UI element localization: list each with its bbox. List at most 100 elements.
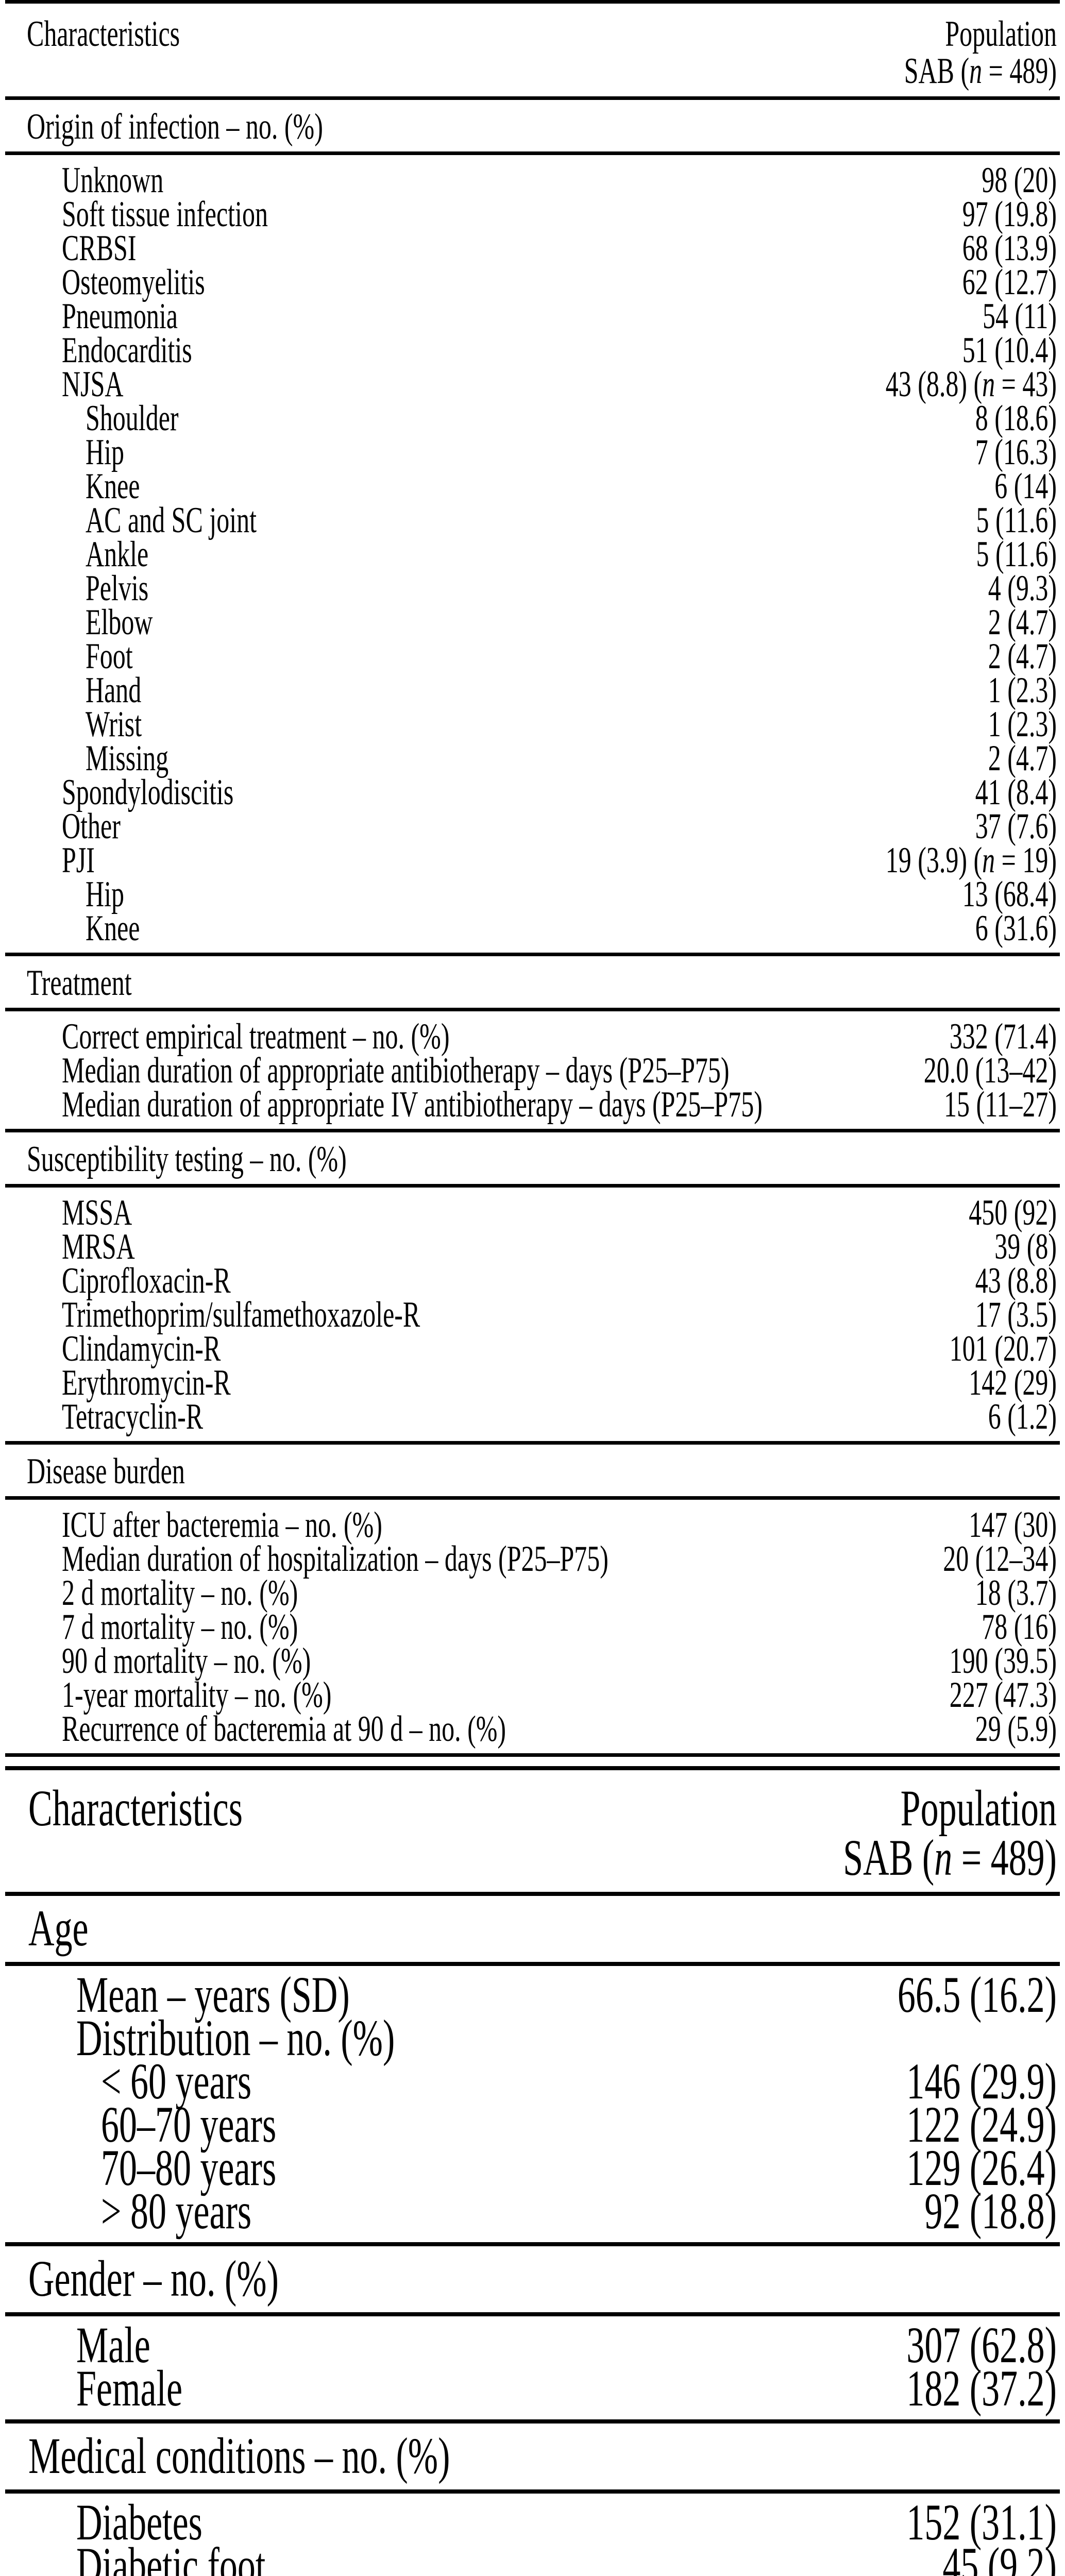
row-label: MRSA <box>62 1226 135 1267</box>
row-value: 7 (16.3) <box>975 431 1057 472</box>
section-title: Origin of infection – no. (%) <box>0 100 1065 151</box>
row-label: Ciprofloxacin-R <box>62 1260 231 1301</box>
row-value: 2 (4.7) <box>988 601 1057 642</box>
row-label: Wrist <box>86 703 142 744</box>
row-value: 6 (31.6) <box>975 907 1057 948</box>
row-label: Missing <box>86 737 169 778</box>
row-label: Median duration of appropriate antibioth… <box>62 1049 730 1091</box>
row-label: Diabetes <box>76 2495 202 2551</box>
table-row: Tetracyclin-R 6 (1.2) <box>0 1396 1065 1437</box>
table-row: Diabetes 152 (31.1) <box>0 2495 1065 2551</box>
table-row: Erythromycin-R 142 (29) <box>0 1362 1065 1403</box>
row-label: Median duration of hospitalization – day… <box>62 1538 608 1579</box>
row-label: Ankle <box>86 533 149 574</box>
section-title: Susceptibility testing – no. (%) <box>0 1132 1065 1184</box>
row-value: 2 (4.7) <box>988 635 1057 676</box>
row-value: 17 (3.5) <box>975 1294 1057 1335</box>
rule-divider <box>5 2242 1060 2246</box>
rule-divider <box>5 1441 1060 1445</box>
row-value: 332 (71.4) <box>949 1015 1057 1057</box>
section-title-text: Disease burden <box>27 1450 185 1492</box>
row-label: > 80 years <box>101 2183 252 2240</box>
table-row: Pelvis 4 (9.3) <box>0 567 1065 608</box>
row-value: 37 (7.6) <box>975 805 1057 846</box>
row-label: Tetracyclin-R <box>62 1396 204 1437</box>
table-row: Elbow 2 (4.7) <box>0 601 1065 642</box>
row-value: 1 (2.3) <box>988 703 1057 744</box>
rule-divider <box>5 1008 1060 1011</box>
table-row: Knee 6 (31.6) <box>0 907 1065 948</box>
header-population-line1: Population <box>945 13 1057 54</box>
section-title-text: Origin of infection – no. (%) <box>27 106 323 147</box>
table-row: Trimethoprim/sulfamethoxazole-R 17 (3.5) <box>0 1294 1065 1335</box>
row-label: Unknown <box>62 159 164 200</box>
row-label: MSSA <box>62 1192 132 1233</box>
table-row: Hand 1 (2.3) <box>0 669 1065 710</box>
section-rows: Mean – years (SD) 66.5 (16.2) Distribution… <box>0 1966 1065 2242</box>
rule-divider <box>5 1496 1060 1500</box>
row-label: AC and SC joint <box>86 499 257 540</box>
table-row: 70–80 years 129 (26.4) <box>0 2141 1065 2197</box>
row-value: 146 (29.9) <box>906 2054 1057 2110</box>
row-label: Knee <box>86 465 140 506</box>
header-population-line1: Population <box>900 1781 1057 1837</box>
row-value: 307 (62.8) <box>906 2317 1057 2374</box>
table-row: Pneumonia 54 (11) <box>0 295 1065 336</box>
row-label: < 60 years <box>101 2054 252 2110</box>
table-row: 2 d mortality – no. (%) 18 (3.7) <box>0 1572 1065 1613</box>
rule-divider <box>5 1129 1060 1132</box>
table-row: Male 307 (62.8) <box>0 2318 1065 2374</box>
row-label: 7 d mortality – no. (%) <box>62 1606 298 1647</box>
section-rows: MSSA 450 (92) MRSA 39 (8) Ciprofloxacin-R 43 … <box>0 1188 1065 1441</box>
row-value: 45 (9.2) <box>942 2538 1057 2576</box>
table-row: Osteomyelitis 62 (12.7) <box>0 261 1065 302</box>
table-row: Recurrence of bacteremia at 90 d – no. (… <box>0 1708 1065 1749</box>
row-label: Erythromycin-R <box>62 1362 231 1403</box>
section-title-text: Treatment <box>27 962 132 1003</box>
row-label: Pneumonia <box>62 295 178 336</box>
table-row: Soft tissue infection 97 (19.8) <box>0 193 1065 234</box>
row-value: 142 (29) <box>969 1362 1057 1403</box>
row-value: 43 (8.8) (n = 43) <box>885 363 1057 404</box>
row-value: 1 (2.3) <box>988 669 1057 710</box>
row-value: 450 (92) <box>969 1192 1057 1233</box>
row-label: Mean – years (SD) <box>76 1967 350 2024</box>
table-row: Foot 2 (4.7) <box>0 635 1065 676</box>
table-row: Hip 7 (16.3) <box>0 431 1065 472</box>
row-label: Female <box>76 2361 183 2417</box>
row-value: 18 (3.7) <box>975 1572 1057 1613</box>
row-label: Soft tissue infection <box>62 193 268 234</box>
row-value: 101 (20.7) <box>949 1328 1057 1369</box>
table-row: 7 d mortality – no. (%) 78 (16) <box>0 1606 1065 1647</box>
section-title: Disease burden <box>0 1445 1065 1496</box>
rule-divider <box>5 1962 1060 1966</box>
table-row: Ciprofloxacin-R 43 (8.8) <box>0 1260 1065 1301</box>
row-value: 2 (4.7) <box>988 737 1057 778</box>
rule-divider <box>5 151 1060 155</box>
table-body: Age Mean – years (SD) 66.5 (16.2) Distribut… <box>0 1896 1065 2576</box>
table-row: Shoulder 8 (18.6) <box>0 397 1065 438</box>
row-value: 51 (10.4) <box>962 329 1057 370</box>
row-label: Hip <box>86 431 124 472</box>
row-value: 13 (68.4) <box>962 873 1057 914</box>
table-sab-baseline-characteristics: Characteristics Population SAB (n = 489)… <box>0 1766 1065 2576</box>
section-rows: Unknown 98 (20) Soft tissue infection 97 (1… <box>0 155 1065 953</box>
table-row: PJI 19 (3.9) (n = 19) <box>0 839 1065 880</box>
header-population-cell: Population SAB (n = 489) <box>843 1781 1057 1887</box>
row-value: 78 (16) <box>982 1606 1057 1647</box>
table-row: Unknown 98 (20) <box>0 159 1065 200</box>
table-row: CRBSI 68 (13.9) <box>0 227 1065 268</box>
table-row: MRSA 39 (8) <box>0 1226 1065 1267</box>
row-label: Osteomyelitis <box>62 261 205 302</box>
row-label: Trimethoprim/sulfamethoxazole-R <box>62 1294 420 1335</box>
table-row: Distribution – no. (%) <box>0 2011 1065 2067</box>
table-row: ICU after bacteremia – no. (%) 147 (30) <box>0 1504 1065 1545</box>
table-row: Median duration of appropriate antibioth… <box>0 1049 1065 1091</box>
row-label: Pelvis <box>86 567 149 608</box>
row-label: Median duration of appropriate IV antibi… <box>62 1083 763 1125</box>
table-row: Correct empirical treatment – no. (%) 332… <box>0 1015 1065 1057</box>
row-value: 66.5 (16.2) <box>897 1967 1057 2024</box>
rule-divider <box>5 2489 1060 2494</box>
row-label: 70–80 years <box>101 2140 277 2197</box>
